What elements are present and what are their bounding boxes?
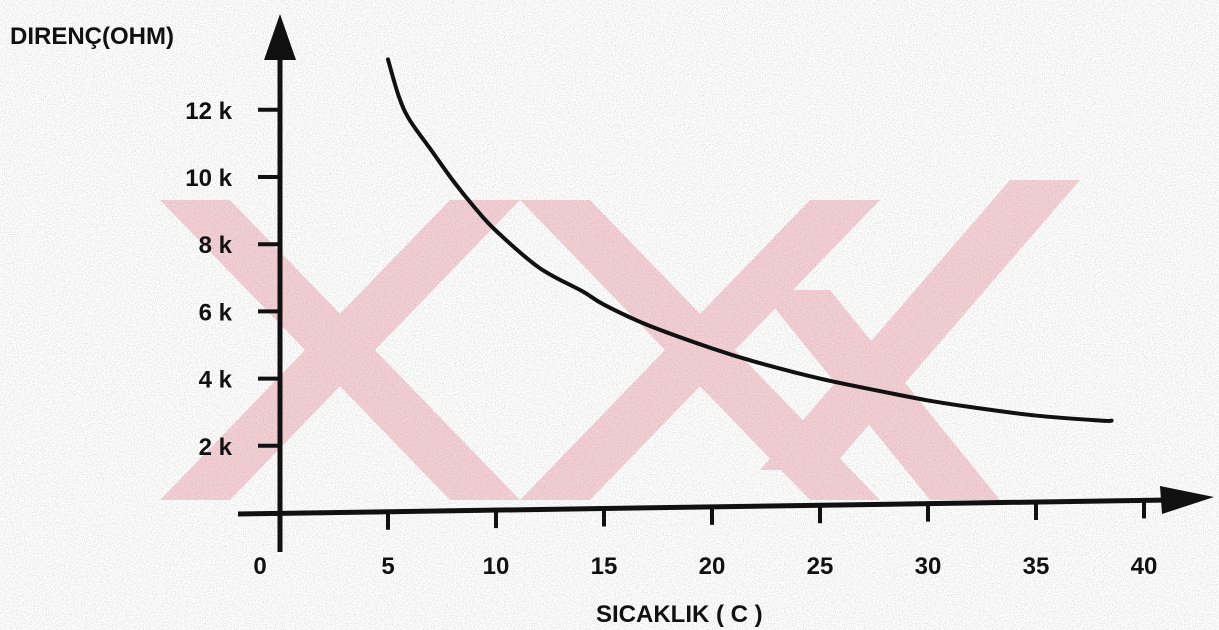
x-axis-title: SICAKLIK ( C ) <box>596 601 763 628</box>
y-tick-label: 10 k <box>185 165 232 192</box>
x-tick-label: 0 <box>253 553 266 580</box>
x-tick-label: 10 <box>483 553 510 580</box>
x-tick-label: 40 <box>1131 553 1158 580</box>
x-tick-label: 25 <box>807 553 834 580</box>
x-ticks: 0 5 10 15 20 25 30 35 40 <box>253 500 1157 580</box>
y-tick-label: 12 k <box>185 98 232 125</box>
resistance-curve <box>386 57 1114 423</box>
x-tick-label: 5 <box>381 553 394 580</box>
x-tick-label: 20 <box>699 553 726 580</box>
y-tick-label: 8 k <box>199 232 233 259</box>
x-tick-label: 30 <box>915 553 942 580</box>
x-tick-label: 15 <box>591 553 618 580</box>
y-tick-label: 4 k <box>199 367 233 394</box>
y-ticks: 2 k 4 k 6 k 8 k 10 k 12 k <box>185 98 280 461</box>
y-tick-label: 2 k <box>199 434 233 461</box>
series-layer <box>386 57 1114 423</box>
x-tick-label: 35 <box>1023 553 1050 580</box>
x-axis-arrowhead <box>1160 486 1214 514</box>
y-axis-arrowhead <box>264 14 296 60</box>
y-tick-label: 6 k <box>199 299 233 326</box>
axes <box>237 14 1214 552</box>
y-axis-title: DIRENÇ(OHM) <box>10 23 174 50</box>
x-axis-line <box>237 497 1171 517</box>
